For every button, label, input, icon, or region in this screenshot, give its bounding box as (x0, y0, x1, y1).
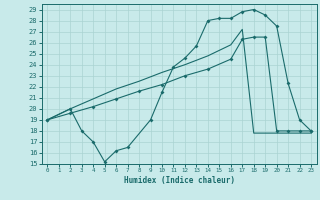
X-axis label: Humidex (Indice chaleur): Humidex (Indice chaleur) (124, 176, 235, 185)
